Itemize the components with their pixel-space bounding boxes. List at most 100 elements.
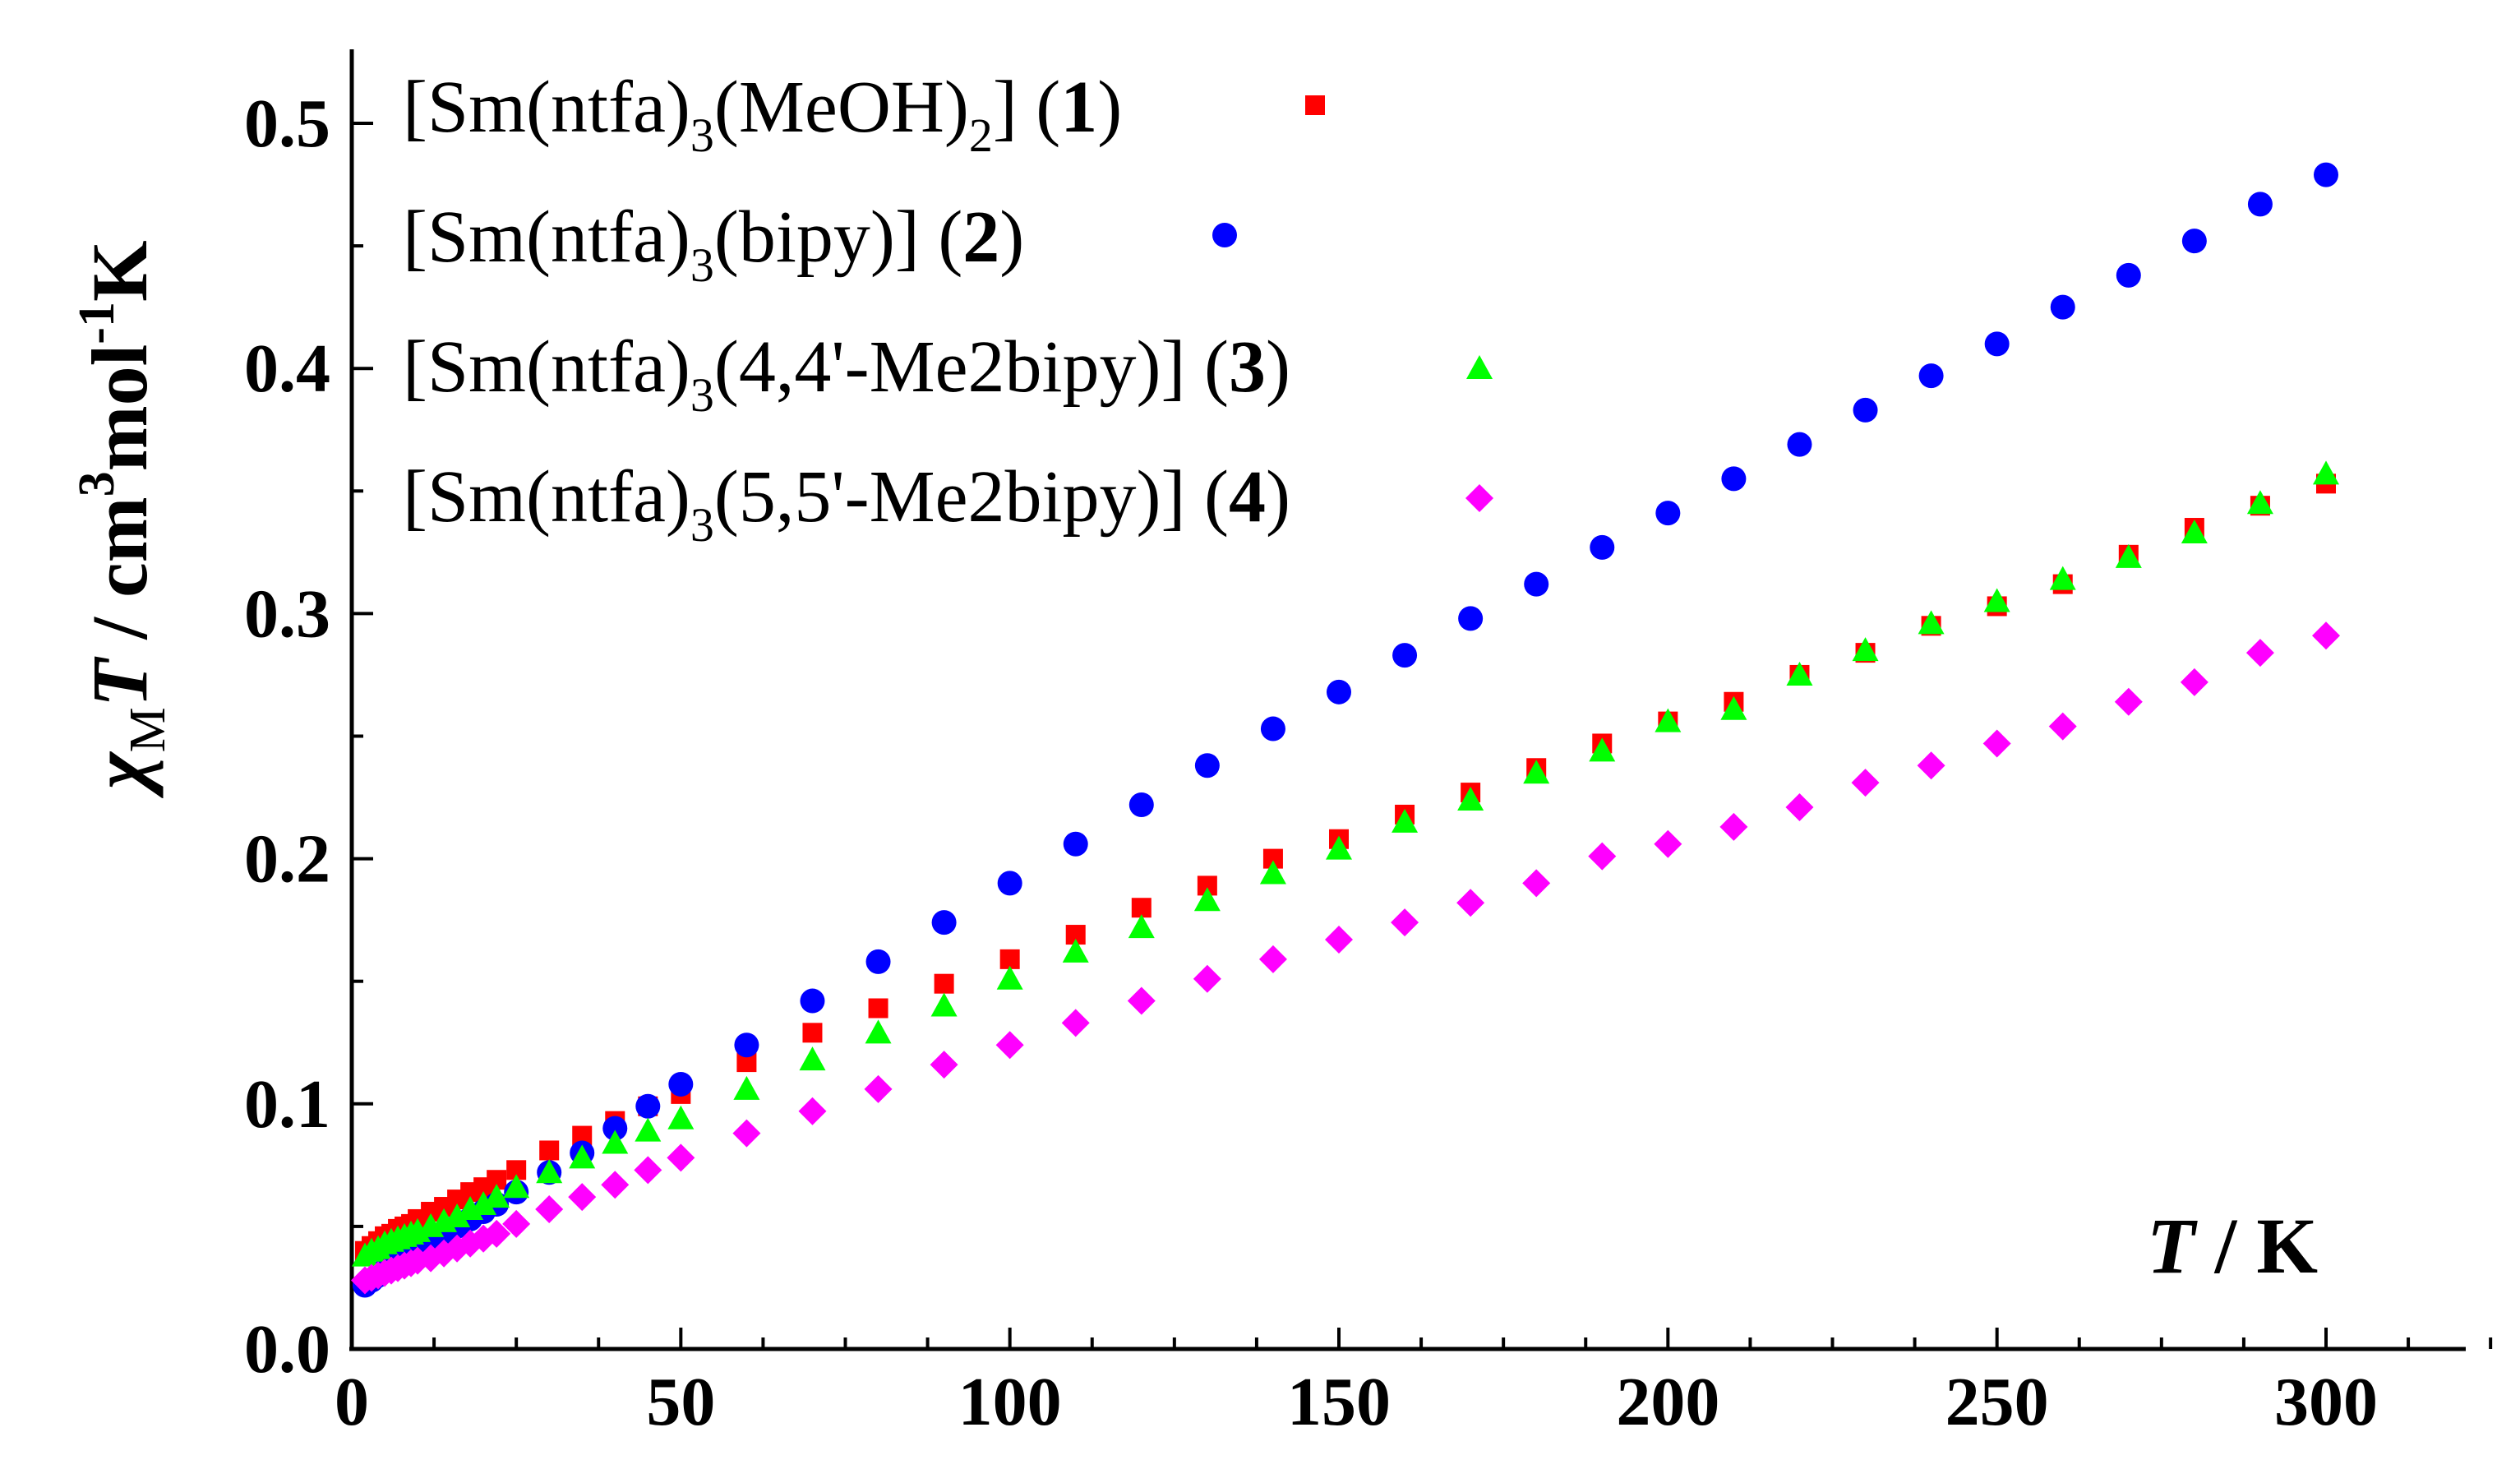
data-point-series-2: [800, 988, 825, 1014]
data-point-series-3: [1852, 637, 1879, 662]
data-point-series-3: [1983, 588, 2010, 612]
data-point-series-2: [1194, 753, 1220, 778]
data-point-series-2: [2314, 162, 2338, 187]
data-point-series-3: [799, 1046, 826, 1071]
y-tick-label: 0.4: [244, 330, 330, 407]
data-point-series-3: [1193, 887, 1221, 912]
data-point-series-2: [1918, 363, 1944, 389]
data-point-series-2: [1984, 331, 2010, 357]
data-point-series-3: [2049, 566, 2076, 590]
data-point-series-4: [930, 1051, 958, 1079]
axis-tick-labels: 0 50 100 150 200 250 300 0.0 0.1 0.2 0.3 0.4 0.5: [244, 85, 2378, 1440]
x-tick-label: 200: [1616, 1364, 1719, 1440]
x-tick-label: 150: [1287, 1364, 1391, 1440]
data-point-series-3: [1128, 914, 1155, 939]
data-point-series-2: [1787, 432, 1812, 457]
data-point-series-4: [482, 1219, 511, 1248]
data-point-series-1: [868, 998, 888, 1019]
data-point-series-4: [1258, 945, 1287, 973]
data-point-series-3: [930, 992, 958, 1017]
y-tick-label: 0.2: [244, 821, 330, 898]
legend-label-series-2: [Sm(ntfa)3(bipy)] (2): [403, 196, 1024, 292]
data-point-series-4: [2312, 621, 2340, 650]
data-point-series-3: [2246, 490, 2273, 515]
data-point-series-3: [996, 965, 1023, 990]
data-point-series-2: [997, 871, 1022, 896]
data-point-series-3: [1589, 737, 1616, 762]
data-point-series-4: [535, 1195, 564, 1224]
legend-markers: [1212, 95, 1493, 512]
data-point-series-4: [568, 1183, 597, 1212]
data-point-series-1: [802, 1023, 823, 1043]
data-point-series-3: [1918, 610, 1945, 635]
data-point-series-4: [1917, 751, 1945, 780]
x-tick-label: 50: [646, 1364, 715, 1440]
data-points: [351, 162, 2340, 1298]
x-tick-label: 100: [958, 1364, 1062, 1440]
y-tick-label: 0.5: [244, 85, 330, 162]
data-point-series-4: [634, 1156, 662, 1185]
data-point-series-2: [2247, 192, 2273, 217]
data-point-series-2: [668, 1071, 694, 1097]
data-point-series-2: [1590, 534, 1615, 560]
data-point-series-4: [1127, 986, 1156, 1015]
data-point-series-3: [569, 1144, 596, 1169]
data-point-series-4: [1456, 889, 1485, 917]
y-tick-label: 0.1: [244, 1066, 330, 1143]
x-tick-label: 250: [1945, 1364, 2049, 1440]
data-point-series-3: [483, 1184, 510, 1208]
series-4-points: [351, 621, 2340, 1295]
data-point-series-4: [1588, 842, 1617, 871]
legend: [Sm(ntfa)3(MeOH)2] (1) [Sm(ntfa)3(bipy)]…: [403, 67, 1493, 552]
data-point-series-2: [1260, 716, 1285, 741]
legend-marker-series-3: [1466, 355, 1493, 379]
legend-label-series-4: [Sm(ntfa)3(5,5'-Me2bipy)] (4): [403, 456, 1290, 552]
data-point-series-4: [1193, 964, 1221, 993]
data-point-series-2: [2116, 262, 2141, 288]
data-point-series-2: [865, 949, 891, 974]
data-point-series-3: [2115, 543, 2142, 568]
data-point-series-3: [2313, 460, 2339, 485]
data-point-series-2: [1063, 831, 1088, 857]
data-point-series-2: [931, 910, 957, 935]
x-axis-title: T / K: [2147, 1202, 2318, 1290]
data-point-series-1: [934, 973, 954, 994]
data-point-series-3: [1786, 661, 1813, 686]
data-point-series-1: [539, 1140, 560, 1161]
data-point-series-2: [1458, 606, 1484, 631]
data-point-series-4: [2114, 687, 2143, 716]
data-point-series-4: [2180, 668, 2208, 696]
legend-marker-series-2: [1212, 223, 1237, 247]
data-point-series-2: [1327, 679, 1351, 704]
series-3-points: [352, 460, 2339, 1267]
data-point-series-4: [732, 1119, 761, 1148]
data-point-series-3: [503, 1174, 530, 1199]
data-point-series-2: [2050, 294, 2075, 320]
data-point-series-4: [1982, 729, 2011, 758]
data-point-series-3: [1720, 695, 1747, 720]
data-point-series-2: [1655, 501, 1681, 526]
data-point-series-4: [2245, 639, 2274, 668]
data-point-series-4: [798, 1097, 827, 1125]
data-point-series-3: [865, 1019, 892, 1044]
data-point-series-4: [995, 1031, 1024, 1060]
data-point-series-3: [667, 1105, 695, 1129]
data-point-series-3: [1326, 835, 1352, 860]
data-point-series-3: [1259, 860, 1286, 885]
data-point-series-3: [2181, 519, 2208, 543]
data-point-series-4: [1391, 908, 1419, 937]
data-point-series-3: [602, 1129, 629, 1154]
data-point-series-2: [1524, 571, 1549, 597]
data-point-series-2: [602, 1116, 628, 1141]
data-point-series-4: [864, 1074, 893, 1103]
data-point-series-3: [1457, 787, 1484, 811]
data-point-series-3: [444, 1203, 471, 1227]
data-point-series-3: [635, 1117, 662, 1142]
data-point-series-3: [1523, 760, 1550, 784]
legend-marker-series-1: [1305, 95, 1325, 115]
data-point-series-2: [734, 1032, 759, 1058]
data-point-series-3: [536, 1159, 563, 1184]
x-tick-label: 300: [2274, 1364, 2378, 1440]
data-point-series-4: [1851, 769, 1880, 797]
data-point-series-4: [601, 1171, 630, 1199]
